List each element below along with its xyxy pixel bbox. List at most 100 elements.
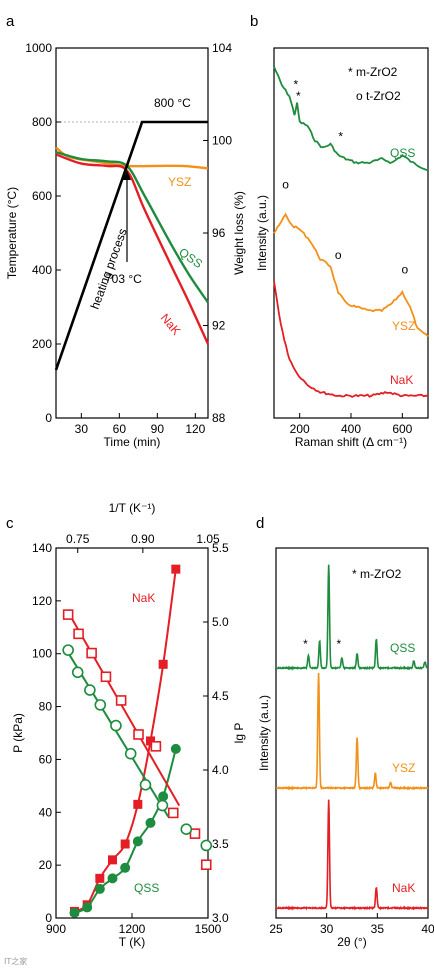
t-zro2-marker: o	[282, 178, 289, 192]
watermark-text: IT之家	[4, 957, 28, 966]
data-point-qss-lgp	[94, 699, 107, 711]
y-left-tick-label: 140	[32, 541, 52, 555]
x-tick-label: 90	[151, 422, 165, 436]
y-left-tick-label: 200	[32, 337, 52, 351]
y-left-tick-label: 80	[39, 700, 53, 714]
x-tick-label: 40	[421, 922, 434, 936]
panel-a-chart: 30 60 90 120 0 200 400 600 800 1000 88 92 96 100 104 Ti…	[5, 41, 246, 449]
y-left-tick-label: 800	[32, 115, 52, 129]
series-label-qss: QSS	[134, 881, 159, 895]
y-right-tick-label: 88	[212, 411, 226, 425]
t-zro2-marker: o	[402, 263, 409, 277]
xrd-line-ysz	[275, 672, 429, 791]
x-tick-label: 35	[371, 922, 385, 936]
y-right-tick-label: 104	[212, 41, 232, 55]
series-label-qss: QSS	[176, 245, 205, 271]
data-point-qss-lgp	[110, 719, 122, 732]
legend-m-zro2: * m-ZrO2	[348, 65, 398, 79]
data-point-qss	[120, 862, 131, 873]
y-right-tick-label: 5.0	[212, 615, 229, 629]
series-label-nak: NaK	[390, 373, 413, 387]
series-label-ysz: YSZ	[392, 319, 415, 333]
x-tick-label: 900	[46, 922, 66, 936]
y-right-tick-label: 3.0	[212, 911, 229, 925]
y-left-tick-label: 60	[39, 752, 53, 766]
data-point-nak-lgp	[73, 628, 84, 640]
data-point-qss-lgp	[71, 666, 84, 679]
xrd-line-qss	[275, 564, 429, 671]
spectrum-line-qss	[273, 66, 429, 171]
series-label-ysz: YSZ	[392, 761, 415, 775]
data-point-qss-lgp	[139, 778, 152, 791]
y-right-tick-label: 100	[212, 134, 232, 148]
series-label-qss: QSS	[390, 146, 415, 160]
x-tick-label: 400	[341, 422, 361, 436]
data-point-nak-lgp	[200, 859, 212, 871]
data-point-nak-lgp	[167, 807, 179, 819]
data-point-qss	[145, 817, 156, 828]
temperature-line	[54, 120, 208, 371]
panel-label-b: b	[250, 13, 258, 30]
y-right-tick-label: 92	[212, 319, 226, 333]
y-left-tick-label: 40	[39, 805, 53, 819]
data-point-qss	[132, 836, 143, 847]
data-point-nak-lgp	[86, 647, 97, 659]
fit-line-qss-lgp	[67, 652, 170, 818]
data-point-qss	[107, 873, 118, 884]
y-left-tick-label: 1000	[25, 41, 52, 55]
annotation-plateau: 800 °C	[154, 96, 191, 110]
y-axis-label: Intensity (a.u.)	[257, 695, 271, 771]
y-left-axis-label: P (kPa)	[11, 713, 25, 753]
series-line-qss	[55, 150, 209, 304]
data-point-nak	[107, 855, 117, 865]
data-point-qss	[69, 907, 80, 918]
x-tick-label: 30	[75, 422, 89, 436]
data-point-nak-lgp	[62, 609, 74, 620]
m-zro2-marker: *	[303, 637, 308, 651]
data-point-qss	[158, 791, 169, 802]
data-point-qss	[170, 743, 181, 754]
plot-frame	[275, 547, 429, 919]
data-point-nak-lgp	[133, 729, 144, 740]
data-point-nak	[145, 736, 155, 746]
data-point-nak-lgp	[150, 741, 162, 752]
panel-label-a: a	[6, 13, 15, 30]
series-line-nak	[55, 153, 210, 345]
m-zro2-marker: *	[293, 78, 298, 92]
data-point-nak-lgp	[115, 695, 127, 706]
y-left-tick-label: 600	[32, 189, 52, 203]
series-label-nak: NaK	[132, 591, 155, 605]
data-point-qss-lgp	[62, 644, 74, 656]
y-right-tick-label: 4.0	[212, 763, 229, 777]
x-top-axis-label: 1/T (K⁻¹)	[109, 501, 156, 515]
legend-t-zro2: o t-ZrO2	[356, 89, 401, 103]
series-label-nak: NaK	[158, 311, 184, 338]
data-point-nak	[133, 799, 143, 809]
panel-label-d: d	[256, 515, 264, 532]
data-point-qss-lgp	[124, 747, 137, 760]
data-point-nak	[171, 564, 181, 574]
series-label-ysz: YSZ	[168, 175, 191, 189]
spectrum-line-nak	[273, 281, 429, 398]
y-right-tick-label: 4.5	[212, 689, 229, 703]
y-left-tick-label: 0	[45, 411, 52, 425]
x-top-tick-label: 1.05	[196, 532, 220, 546]
y-right-tick-label: 5.5	[212, 541, 229, 555]
x-tick-label: 120	[185, 422, 205, 436]
data-point-nak	[158, 659, 168, 669]
data-point-nak	[120, 839, 130, 849]
y-axis-label: Intensity (a.u.)	[255, 195, 269, 271]
data-point-nak	[95, 873, 105, 883]
panel-c-chart: 900 1200 1500 0.75 0.90 1.05 0 20 40 60 80 100 120 14…	[11, 501, 246, 949]
x-tick-label: 60	[113, 422, 127, 436]
x-tick-label: 200	[290, 422, 310, 436]
x-axis-label: 2θ (°)	[337, 935, 366, 949]
xrd-line-nak	[275, 799, 429, 911]
m-zro2-marker: *	[296, 89, 301, 103]
x-top-tick-label: 0.75	[66, 532, 90, 546]
data-point-qss-lgp	[180, 823, 193, 836]
x-tick-label: 1500	[195, 922, 222, 936]
data-point-nak-lgp	[189, 828, 201, 839]
